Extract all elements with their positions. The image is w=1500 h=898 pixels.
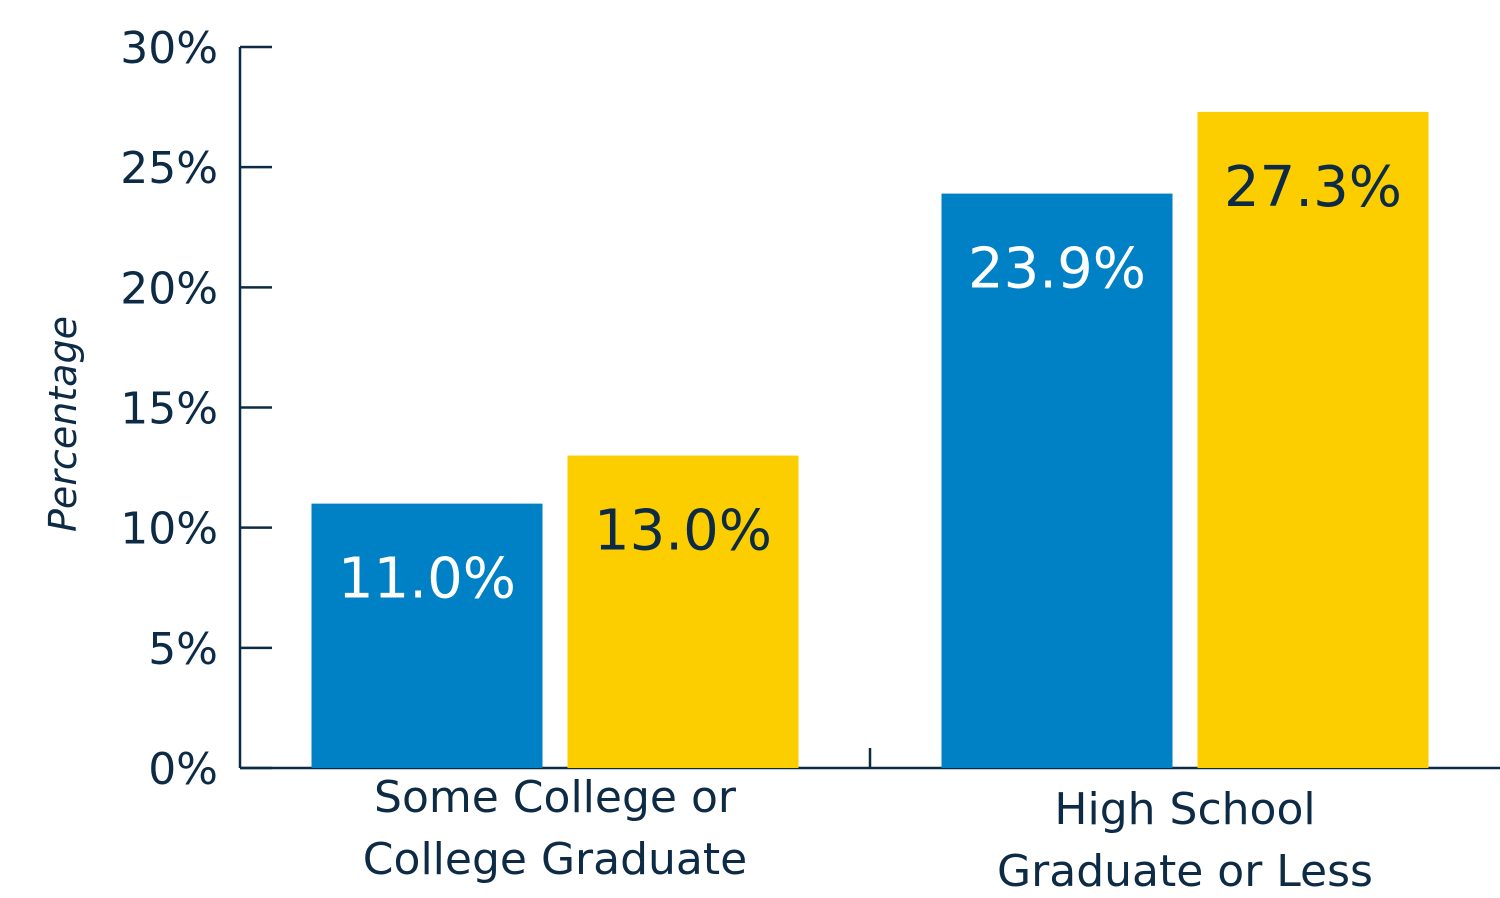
category-labels: Some College or College Graduate High Scho…	[363, 772, 1373, 897]
y-tick-label: 0%	[148, 744, 218, 795]
x-category-label: High School	[1054, 784, 1315, 835]
bar	[941, 193, 1173, 768]
y-tick-label: 10%	[120, 504, 218, 555]
bar	[1197, 111, 1429, 768]
y-axis-title: Percentage	[41, 316, 85, 532]
y-tick-label: 30%	[120, 23, 218, 74]
x-category-label: College Graduate	[363, 834, 747, 885]
y-tick-label: 20%	[120, 263, 218, 314]
y-tick-labels: 0% 5% 10% 15% 20% 25% 30%	[120, 23, 218, 795]
bar-value-label: 23.9%	[968, 237, 1146, 302]
bars: 11.0% 13.0% 23.9% 27.3%	[311, 111, 1429, 768]
y-tick-label: 25%	[120, 143, 218, 194]
y-tick-label: 15%	[120, 384, 218, 435]
bar-value-label: 13.0%	[594, 499, 772, 564]
bar	[311, 503, 543, 768]
bar-value-label: 27.3%	[1224, 155, 1402, 220]
x-category-label: Graduate or Less	[997, 846, 1373, 897]
bar-value-label: 11.0%	[338, 547, 516, 612]
x-category-label: Some College or	[374, 772, 737, 823]
y-tick-label: 5%	[148, 624, 218, 675]
bar	[567, 455, 799, 768]
